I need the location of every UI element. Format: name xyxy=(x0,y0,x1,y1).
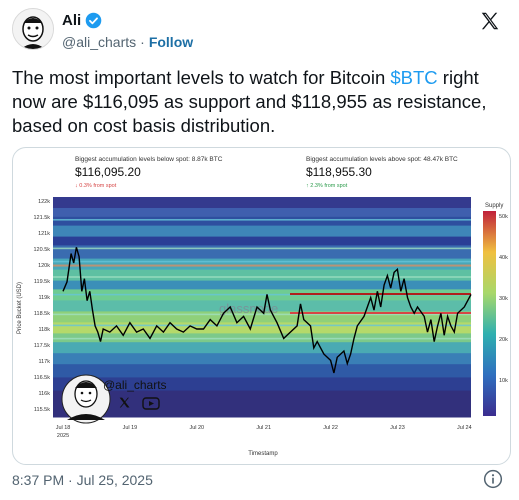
y-axis: 122k 121.5k 121k 120.5k 120k 119.5k 119k 118.5k… xyxy=(33,199,50,413)
heatmap-band xyxy=(53,390,471,418)
x-tick-label: Jul 21 xyxy=(256,425,271,431)
x-axis: Jul 18 2025 Jul 19 Jul 20 Jul 21 Jul 22 Jul 23… xyxy=(56,425,472,439)
heatmap-band xyxy=(53,225,471,238)
overlay-youtube-icon xyxy=(142,397,160,410)
price-line xyxy=(62,247,472,374)
y-tick-label: 118k xyxy=(38,327,50,333)
resistance-value: $118,955.30 xyxy=(306,165,372,179)
y-tick-label: 116.5k xyxy=(34,375,50,381)
y-tick-label: 119k xyxy=(38,295,50,301)
heatmap-band xyxy=(53,245,471,260)
heatmap-band xyxy=(53,216,471,227)
colorbar-tick-label: 30k xyxy=(499,296,508,302)
x-tick-label: Jul 22 xyxy=(323,425,338,431)
tweet-text: The most important levels to watch for B… xyxy=(12,66,512,138)
y-tick-label: 117.5k xyxy=(34,343,50,349)
media-image[interactable]: Biggest accumulation levels below spot: … xyxy=(12,147,511,465)
heatmap-bands xyxy=(53,197,471,418)
support-value: $116,095.20 xyxy=(75,165,141,179)
y-axis-label: Price Bucket (USD) xyxy=(17,282,23,334)
heatmap-band xyxy=(53,258,471,271)
colorbar-label: Supply xyxy=(485,203,503,209)
y-tick-label: 120.5k xyxy=(33,247,50,253)
heatmap-stripe xyxy=(53,219,471,221)
avatar-cartoon-icon xyxy=(13,9,53,49)
colorbar xyxy=(483,211,496,416)
heatmap-band xyxy=(53,236,471,246)
y-tick-label: 117k xyxy=(38,359,50,365)
y-tick-label: 118.5k xyxy=(34,311,50,317)
heatmap-band xyxy=(53,322,471,334)
left-caption: Biggest accumulation levels below spot: … xyxy=(75,156,223,163)
heatmap-stripe xyxy=(53,313,471,316)
heatmap-stripe xyxy=(53,293,471,296)
info-icon[interactable] xyxy=(483,469,503,489)
colorbar-ticks: 50k 40k 30k 20k 10k xyxy=(499,214,508,384)
heatmap-stripe xyxy=(53,260,471,263)
y-tick-label: 116k xyxy=(38,391,50,397)
colorbar-tick-label: 40k xyxy=(499,255,508,261)
heatmap-stripe xyxy=(53,264,471,267)
y-tick-label: 120k xyxy=(38,263,50,269)
author-handle[interactable]: @ali_charts xyxy=(62,34,137,50)
verified-badge-icon xyxy=(85,12,102,29)
heatmap-band xyxy=(53,208,471,218)
x-tick-label: 2025 xyxy=(57,433,69,439)
tweet-timestamp[interactable]: 8:37 PM · Jul 25, 2025 xyxy=(12,472,153,488)
x-tick-label: Jul 20 xyxy=(189,425,204,431)
x-tick-label: Jul 19 xyxy=(123,425,138,431)
avatar[interactable] xyxy=(12,8,54,50)
heatmap-band xyxy=(53,353,471,365)
heatmap-band xyxy=(53,311,471,323)
heatmap-band xyxy=(53,364,471,378)
heatmap-band xyxy=(53,280,471,290)
support-change: ↓ 0.3% from spot xyxy=(75,183,117,189)
x-tick-label: Jul 24 xyxy=(457,425,472,431)
y-tick-label: 121.5k xyxy=(33,215,50,221)
heatmap-band xyxy=(53,377,471,392)
colorbar-tick-label: 50k xyxy=(499,214,508,220)
heatmap-stripe xyxy=(53,324,471,327)
tweet-text-part: The most important levels to watch for B… xyxy=(12,67,391,88)
author-name[interactable]: Ali xyxy=(62,12,82,29)
y-tick-label: 122k xyxy=(38,199,50,205)
heatmap-stripe xyxy=(53,247,471,250)
heatmap-stripe xyxy=(53,276,471,278)
x-tick-label: Jul 23 xyxy=(390,425,405,431)
y-tick-label: 121k xyxy=(38,231,50,237)
x-tick-label: Jul 18 xyxy=(56,425,71,431)
overlay-avatar xyxy=(61,374,111,424)
tweet-text-part: right now are $116,095 as support and $1… xyxy=(12,67,487,136)
colorbar-tick-label: 10k xyxy=(499,378,508,384)
x-logo-icon[interactable] xyxy=(479,10,501,32)
cashtag-link[interactable]: $BTC xyxy=(390,67,438,88)
heatmap-stripe xyxy=(53,337,471,340)
resistance-change: ↑ 2.3% from spot xyxy=(306,183,348,189)
y-tick-label: 115.5k xyxy=(34,407,50,413)
heatmap-band xyxy=(53,197,471,209)
colorbar-tick-label: 20k xyxy=(499,337,508,343)
overlay-handle: @ali_charts xyxy=(103,378,167,392)
overlay-x-icon xyxy=(119,397,130,408)
x-axis-label: Timestamp xyxy=(248,451,278,457)
follow-button[interactable]: Follow xyxy=(148,34,194,50)
heatmap-chart: Biggest accumulation levels below spot: … xyxy=(17,156,508,457)
heatmap-band xyxy=(53,269,471,282)
separator-dot: · xyxy=(140,34,145,50)
heatmap-band xyxy=(53,342,471,354)
heatmap-band xyxy=(53,300,471,312)
y-tick-label: 119.5k xyxy=(34,279,50,285)
right-caption: Biggest accumulation levels above spot: … xyxy=(306,156,458,163)
